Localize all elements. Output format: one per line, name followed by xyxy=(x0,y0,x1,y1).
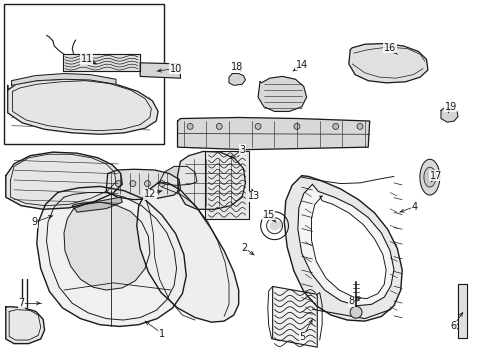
Polygon shape xyxy=(159,166,197,185)
Polygon shape xyxy=(457,284,466,338)
Text: 5: 5 xyxy=(299,332,305,342)
Polygon shape xyxy=(423,167,435,187)
Text: 3: 3 xyxy=(239,145,244,155)
Polygon shape xyxy=(106,169,180,200)
Polygon shape xyxy=(297,184,393,306)
Polygon shape xyxy=(72,197,122,212)
Polygon shape xyxy=(62,54,140,71)
Text: 8: 8 xyxy=(347,296,354,306)
Circle shape xyxy=(144,181,150,186)
Text: 17: 17 xyxy=(429,171,442,181)
Polygon shape xyxy=(137,183,238,322)
Text: 15: 15 xyxy=(262,210,274,220)
Polygon shape xyxy=(419,159,439,195)
Polygon shape xyxy=(12,73,116,85)
Circle shape xyxy=(255,123,261,129)
Polygon shape xyxy=(6,307,44,343)
Polygon shape xyxy=(440,108,457,122)
Text: 4: 4 xyxy=(410,202,417,212)
Polygon shape xyxy=(177,117,369,150)
Circle shape xyxy=(115,181,121,186)
Circle shape xyxy=(187,123,193,129)
Bar xyxy=(204,151,249,219)
Circle shape xyxy=(130,181,136,186)
Polygon shape xyxy=(177,152,245,209)
Polygon shape xyxy=(140,63,180,78)
Text: 1: 1 xyxy=(159,329,165,339)
Circle shape xyxy=(159,181,164,186)
Text: 16: 16 xyxy=(383,43,395,53)
Text: 12: 12 xyxy=(143,189,156,199)
Polygon shape xyxy=(311,196,386,298)
Circle shape xyxy=(293,123,299,129)
Polygon shape xyxy=(64,202,150,290)
Circle shape xyxy=(349,306,361,318)
Circle shape xyxy=(356,123,362,129)
Polygon shape xyxy=(284,176,401,321)
Polygon shape xyxy=(348,44,427,83)
Bar xyxy=(4,4,164,144)
Text: 9: 9 xyxy=(32,217,38,227)
Polygon shape xyxy=(37,186,186,327)
Polygon shape xyxy=(266,218,282,234)
Circle shape xyxy=(216,123,222,129)
Polygon shape xyxy=(8,79,158,134)
Text: 14: 14 xyxy=(295,60,307,70)
Text: 10: 10 xyxy=(169,64,182,73)
Text: 2: 2 xyxy=(241,243,247,253)
Text: 19: 19 xyxy=(444,102,456,112)
Polygon shape xyxy=(272,287,317,347)
Circle shape xyxy=(332,123,338,129)
Text: 11: 11 xyxy=(81,54,93,64)
Polygon shape xyxy=(6,152,122,209)
Text: 7: 7 xyxy=(18,298,24,308)
Text: 18: 18 xyxy=(231,63,243,72)
Polygon shape xyxy=(258,76,306,111)
Text: 6: 6 xyxy=(449,321,455,332)
Polygon shape xyxy=(228,73,245,85)
Text: 13: 13 xyxy=(247,191,260,201)
